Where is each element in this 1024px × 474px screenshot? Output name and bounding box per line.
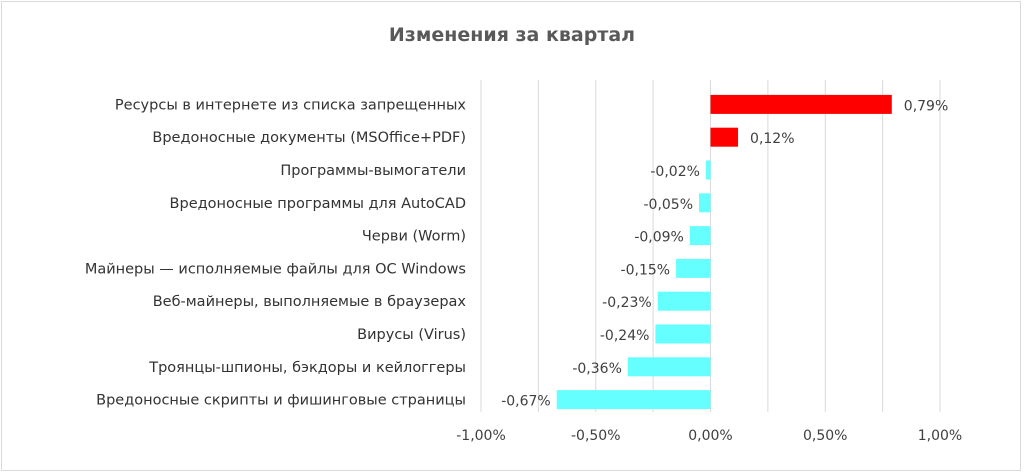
bar [710,94,892,114]
data-label: -0,15% [621,262,671,278]
bar [657,291,711,311]
data-label: -0,09% [634,230,684,246]
data-label: -0,23% [602,295,652,311]
bar [689,226,711,246]
bar [705,160,711,180]
bar [655,324,711,344]
category-label: Ресурсы в интернете из списка запрещенны… [115,97,466,113]
data-label: -0,24% [600,328,650,344]
data-label: -0,02% [650,164,700,180]
category-label: Майнеры — исполняемые файлы для ОС Windo… [85,261,466,277]
category-label: Программы-вымогатели [280,163,466,179]
x-tick-label: 0,50% [803,428,847,444]
data-label: -0,36% [572,361,622,377]
x-tick-label: -1,00% [456,428,506,444]
data-label: 0,12% [750,131,794,147]
chart-title: Изменения за квартал [388,24,636,46]
category-label: Вирусы (Virus) [357,327,466,343]
category-label: Веб-майнеры, выполняемые в браузерах [153,294,467,310]
category-label: Черви (Worm) [362,229,466,245]
x-tick-label: -0,50% [571,428,621,444]
category-label: Вредоносные скрипты и фишинговые страниц… [96,393,466,409]
data-label: -0,05% [643,197,693,213]
category-label: Вредоносные программы для AutoCAD [170,196,466,212]
data-label: -0,67% [501,394,551,410]
x-tick-label: 1,00% [918,428,962,444]
x-tick-label: 0,00% [688,428,732,444]
category-label: Троянцы-шпионы, бэкдоры и кейлоггеры [148,360,466,376]
bar [710,127,739,147]
category-label: Вредоносные документы (MSOffice+PDF) [152,130,466,146]
bar [676,258,711,278]
bar [556,390,711,410]
bar [699,193,711,213]
data-label: 0,79% [904,98,948,114]
bar [627,357,711,377]
